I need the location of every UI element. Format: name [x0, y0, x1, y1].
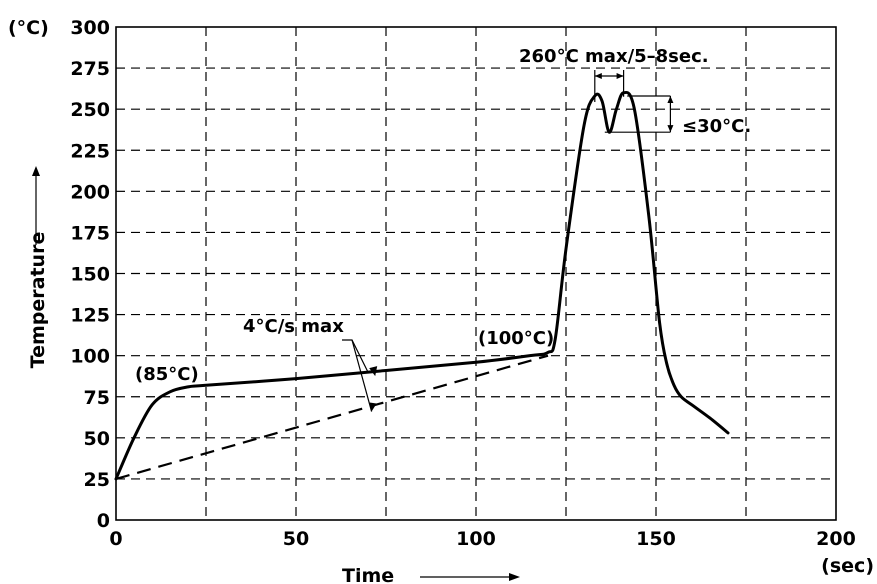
x-axis-title: Time: [342, 565, 394, 584]
y-tick-label: 100: [70, 346, 110, 368]
preheat-annotation: (85°C): [135, 364, 199, 385]
peak-width-arrowhead-right: [617, 73, 624, 79]
y-tick-label: 0: [97, 510, 110, 532]
y-axis-arrowhead: [32, 166, 40, 176]
y-tick-label: 125: [70, 305, 110, 327]
x-unit-label: (sec): [821, 555, 874, 577]
dip-arrowhead-bottom: [667, 125, 673, 132]
ramp-leader-dashed: [352, 340, 372, 412]
y-tick-label: 25: [84, 469, 110, 491]
y-tick-label: 200: [70, 181, 110, 203]
soak-annotation: (100°C): [478, 328, 554, 349]
peak-width-arrowhead-left: [595, 73, 602, 79]
x-tick-label: 0: [109, 528, 122, 550]
ramp-annotation: 4°C/s max: [243, 316, 344, 337]
y-tick-label: 275: [70, 58, 110, 80]
y-tick-label: 300: [70, 17, 110, 39]
x-tick-label: 100: [456, 528, 496, 550]
y-tick-label: 175: [70, 222, 110, 244]
y-tick-label: 225: [70, 140, 110, 162]
y-tick-label: 150: [70, 264, 110, 286]
dip-arrowhead-top: [667, 96, 673, 103]
x-tick-labels: 0 50 100 150 200: [109, 528, 855, 550]
dip-annotation: ≤30°C.: [682, 116, 751, 137]
x-axis-arrowhead: [509, 573, 520, 581]
y-tick-labels: 0 25 50 75 100 125 150 175 200 225 250 275 300: [70, 17, 110, 532]
y-tick-label: 75: [84, 387, 110, 409]
x-tick-label: 200: [816, 528, 856, 550]
y-tick-label: 250: [70, 99, 110, 121]
y-tick-label: 50: [84, 428, 110, 450]
peak-annotation: 260°C max/5–8sec.: [519, 46, 709, 67]
y-axis-title: Temperature: [27, 232, 49, 369]
x-tick-label: 50: [283, 528, 309, 550]
y-unit-label: (°C): [8, 17, 49, 39]
grid-lines: [116, 27, 836, 520]
annotation-marks: [32, 70, 673, 581]
x-tick-label: 150: [636, 528, 676, 550]
